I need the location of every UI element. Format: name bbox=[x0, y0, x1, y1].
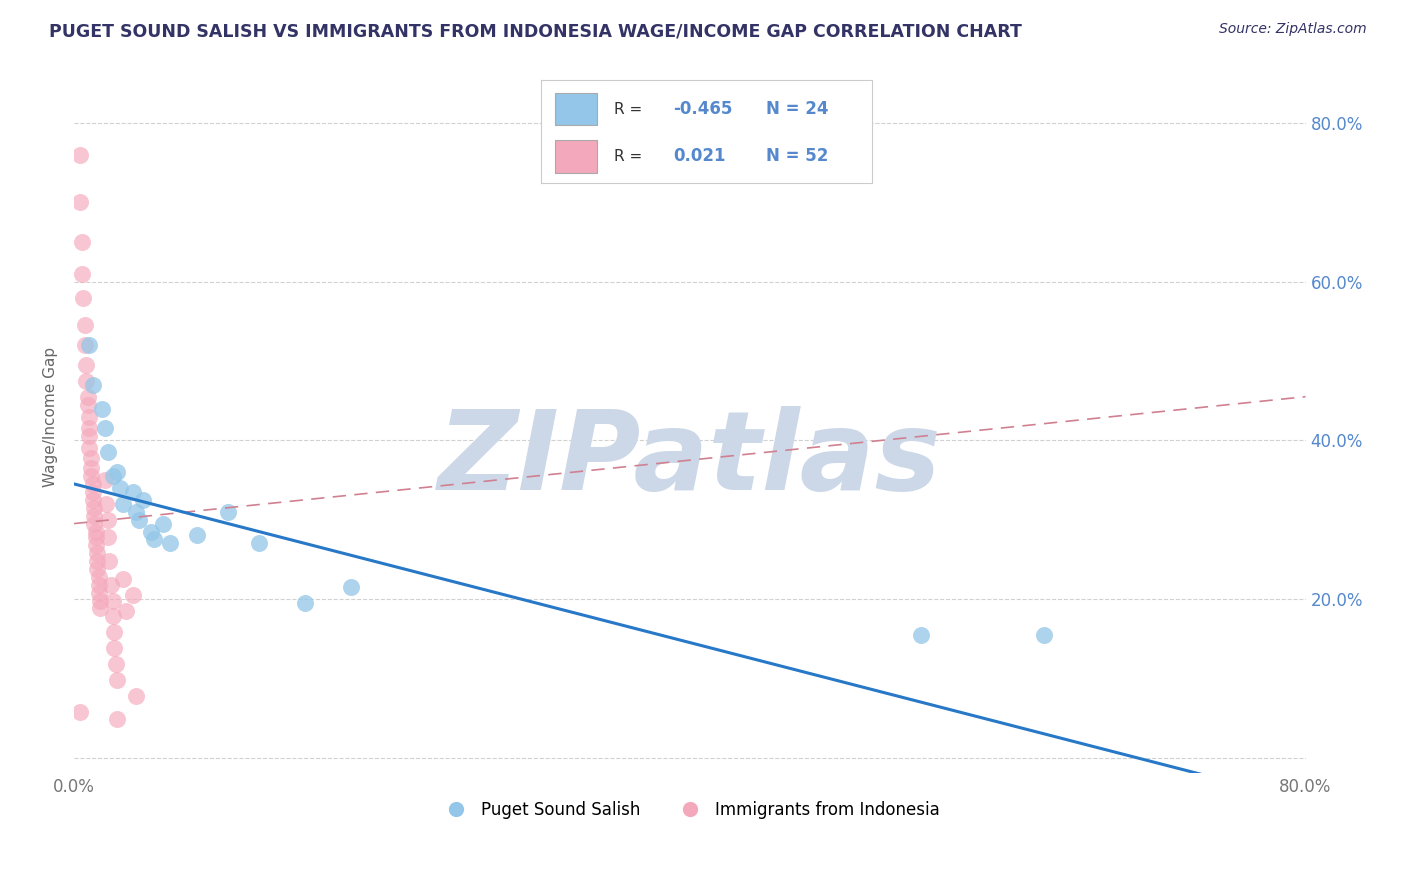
Point bbox=[128, 513, 150, 527]
Point bbox=[79, 429, 101, 443]
Point bbox=[105, 673, 128, 687]
Point bbox=[96, 497, 118, 511]
Point bbox=[121, 484, 143, 499]
Point bbox=[69, 195, 91, 210]
Text: 0.021: 0.021 bbox=[673, 147, 725, 165]
Point bbox=[132, 492, 155, 507]
Point bbox=[75, 358, 97, 372]
Point bbox=[94, 473, 117, 487]
Point bbox=[75, 374, 97, 388]
Point bbox=[112, 497, 135, 511]
Point bbox=[82, 477, 104, 491]
Text: PUGET SOUND SALISH VS IMMIGRANTS FROM INDONESIA WAGE/INCOME GAP CORRELATION CHAR: PUGET SOUND SALISH VS IMMIGRANTS FROM IN… bbox=[49, 22, 1022, 40]
Point bbox=[105, 465, 128, 479]
Point bbox=[79, 442, 101, 456]
Point bbox=[80, 450, 103, 465]
Point bbox=[101, 593, 124, 607]
Text: R =: R = bbox=[614, 102, 647, 117]
Point bbox=[79, 421, 101, 435]
Point bbox=[80, 469, 103, 483]
Point bbox=[94, 421, 117, 435]
Point bbox=[86, 546, 108, 560]
Text: R =: R = bbox=[614, 149, 647, 164]
Point bbox=[87, 585, 110, 599]
Point bbox=[84, 524, 107, 539]
Text: N = 52: N = 52 bbox=[766, 147, 828, 165]
Point bbox=[101, 609, 124, 624]
Point bbox=[143, 533, 166, 547]
Point bbox=[97, 530, 120, 544]
Point bbox=[104, 657, 127, 671]
Legend: Puget Sound Salish, Immigrants from Indonesia: Puget Sound Salish, Immigrants from Indo… bbox=[433, 795, 946, 826]
Point bbox=[77, 398, 100, 412]
Point bbox=[83, 516, 105, 531]
Point bbox=[70, 267, 93, 281]
Point bbox=[82, 484, 104, 499]
Point bbox=[73, 318, 96, 333]
Point bbox=[100, 577, 122, 591]
Point bbox=[110, 481, 132, 495]
Point bbox=[152, 516, 174, 531]
Point bbox=[72, 291, 94, 305]
Point bbox=[186, 528, 208, 542]
Point bbox=[77, 390, 100, 404]
Point bbox=[103, 625, 125, 640]
Point bbox=[105, 713, 128, 727]
Point bbox=[139, 524, 162, 539]
Y-axis label: Wage/Income Gap: Wage/Income Gap bbox=[44, 346, 58, 486]
Point bbox=[87, 570, 110, 584]
Point bbox=[89, 601, 111, 615]
Point bbox=[101, 469, 124, 483]
Point bbox=[115, 604, 138, 618]
Point bbox=[87, 577, 110, 591]
Point bbox=[247, 536, 270, 550]
Point bbox=[103, 641, 125, 656]
Point bbox=[217, 505, 239, 519]
Point bbox=[79, 409, 101, 424]
Point bbox=[70, 235, 93, 249]
Point bbox=[82, 492, 104, 507]
Text: ZIPatlas: ZIPatlas bbox=[437, 406, 942, 513]
Point bbox=[80, 461, 103, 475]
FancyBboxPatch shape bbox=[554, 93, 598, 126]
Point bbox=[124, 689, 146, 703]
Point bbox=[82, 377, 104, 392]
Point bbox=[121, 588, 143, 602]
FancyBboxPatch shape bbox=[554, 140, 598, 173]
Point bbox=[97, 445, 120, 459]
Text: N = 24: N = 24 bbox=[766, 100, 828, 118]
Text: -0.465: -0.465 bbox=[673, 100, 733, 118]
Point bbox=[124, 505, 146, 519]
Point bbox=[1032, 627, 1054, 641]
Point bbox=[98, 554, 121, 568]
Point bbox=[83, 500, 105, 515]
Point bbox=[86, 554, 108, 568]
Point bbox=[910, 627, 932, 641]
Point bbox=[90, 401, 112, 416]
Point bbox=[97, 513, 120, 527]
Point bbox=[112, 572, 135, 586]
Point bbox=[84, 530, 107, 544]
Point bbox=[79, 338, 101, 352]
Point bbox=[86, 562, 108, 576]
Point bbox=[84, 538, 107, 552]
Point bbox=[69, 705, 91, 719]
Point bbox=[340, 580, 363, 594]
Text: Source: ZipAtlas.com: Source: ZipAtlas.com bbox=[1219, 22, 1367, 37]
Point bbox=[89, 593, 111, 607]
Point bbox=[83, 508, 105, 523]
Point bbox=[159, 536, 181, 550]
Point bbox=[294, 596, 316, 610]
Point bbox=[69, 148, 91, 162]
Point bbox=[73, 338, 96, 352]
